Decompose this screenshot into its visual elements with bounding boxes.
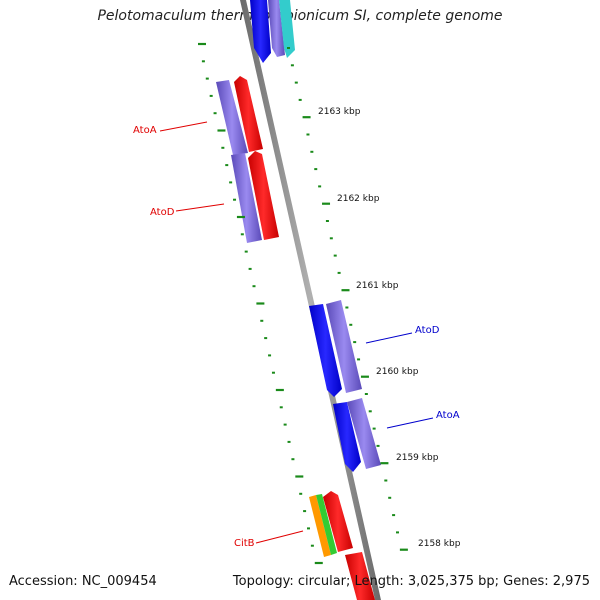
- accession-text: Accession: NC_009454: [9, 574, 157, 589]
- tick-label-2159: 2159 kbp: [396, 453, 439, 463]
- gene-arrow-red: [248, 151, 279, 240]
- gene-label-atoa-left: AtoA: [133, 125, 157, 136]
- tick-label-2163: 2163 kbp: [318, 107, 361, 117]
- gene-arrow-orange: [309, 495, 331, 557]
- tick-label-2158: 2158 kbp: [418, 539, 461, 549]
- gene-label-atod-right: AtoD: [415, 325, 440, 336]
- leader-line: [175, 203, 225, 212]
- genome-backbone: [240, 0, 381, 600]
- gene-arrow-red: [345, 552, 375, 600]
- gene-arrow-blue: [333, 402, 361, 472]
- gene-arrow-blue: [309, 304, 342, 397]
- gene-arrow-red: [234, 76, 263, 152]
- tick-label-2160: 2160 kbp: [376, 367, 419, 377]
- leader-line: [255, 530, 304, 544]
- gene-arrow-purple: [326, 300, 362, 393]
- gene-arrow-cyan: [279, 0, 295, 58]
- leader-line: [386, 417, 434, 429]
- gene-label-citb: CitB: [234, 538, 255, 549]
- gene-label-atod-left: AtoD: [150, 207, 175, 218]
- tick-label-2161: 2161 kbp: [356, 281, 399, 291]
- tick-label-2162: 2162 kbp: [337, 194, 380, 204]
- leader-line: [159, 121, 208, 132]
- gene-arrow-red: [323, 491, 353, 552]
- gene-arrow-purple: [231, 153, 262, 243]
- map-title: Pelotomaculum thermopropionicum SI, comp…: [97, 8, 503, 24]
- gene-label-atoa-right: AtoA: [436, 410, 460, 421]
- tick-marks-right: [287, 47, 408, 551]
- gene-arrow-purple: [216, 80, 248, 155]
- topology-text: Topology: circular; Length: 3,025,375 bp…: [232, 574, 590, 589]
- gene-arrow-blue: [250, 0, 271, 63]
- leader-line: [365, 332, 413, 344]
- gene-arrow-purple: [268, 0, 285, 57]
- gene-arrow-purple: [347, 398, 381, 469]
- tick-marks-left: [198, 42, 323, 565]
- gene-arrow-green: [316, 494, 337, 555]
